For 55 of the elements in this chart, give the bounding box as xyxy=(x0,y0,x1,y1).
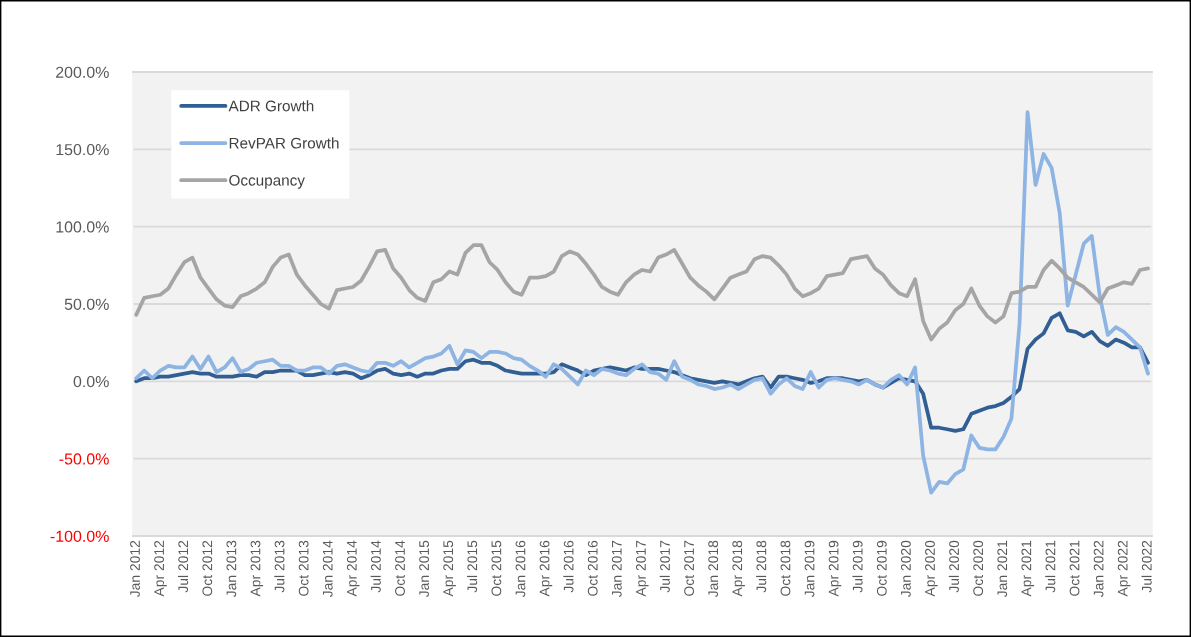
x-tick-label: Jul 2015 xyxy=(467,540,478,593)
x-tick-label: Jul 2012 xyxy=(177,540,189,593)
x-tick-label: Apr 2014 xyxy=(346,540,360,597)
x-tick-label: Jan 2022 xyxy=(1093,540,1104,598)
y-tick-label: 0.0% xyxy=(73,375,109,388)
x-tick-label: Jan 2021 xyxy=(997,540,1008,598)
x-tick-label: Apr 2021 xyxy=(1021,540,1035,597)
line-series xyxy=(134,243,1150,342)
y-tick-label: 150.0% xyxy=(56,143,109,156)
x-tick-label: Jul 2020 xyxy=(948,540,959,593)
x-tick-label: Apr 2019 xyxy=(828,540,842,597)
x-tick-label: Jan 2016 xyxy=(515,540,526,598)
y-tick-label: -100.0% xyxy=(50,530,109,542)
line-series xyxy=(134,110,1150,495)
y-tick-label: 100.0% xyxy=(56,221,109,233)
x-tick-label: Jan 2015 xyxy=(419,540,430,598)
x-tick-label: Apr 2018 xyxy=(732,540,745,597)
x-tick-label: Jan 2013 xyxy=(226,540,237,598)
x-tick-label: Apr 2022 xyxy=(1117,540,1131,597)
x-tick-label: Jul 2017 xyxy=(659,540,670,593)
x-tick-label: Oct 2017 xyxy=(684,540,695,596)
x-tick-label: Apr 2012 xyxy=(154,540,167,597)
x-tick-label: Oct 2013 xyxy=(298,540,309,596)
x-tick-label: Oct 2019 xyxy=(876,540,887,596)
x-tick-label: Jul 2019 xyxy=(852,540,863,593)
x-tick-label: Jan 2017 xyxy=(611,540,622,598)
legend-label: ADR Growth xyxy=(228,100,314,112)
legend-label: Occupancy xyxy=(229,174,305,189)
x-tick-label: Jan 2020 xyxy=(900,540,911,598)
y-tick-label: -50.0% xyxy=(59,453,109,465)
x-tick-label: Oct 2015 xyxy=(491,540,502,596)
x-tick-label: Oct 2016 xyxy=(587,540,598,596)
x-tick-label: Apr 2020 xyxy=(925,540,938,597)
legend-label: RevPAR Growth xyxy=(229,137,339,149)
x-tick-label: Oct 2020 xyxy=(973,540,984,596)
x-tick-label: Jan 2019 xyxy=(804,540,815,598)
x-tick-label: Apr 2015 xyxy=(443,540,456,597)
x-tick-label: Oct 2021 xyxy=(1069,540,1080,596)
x-tick-label: Jan 2014 xyxy=(322,540,333,598)
x-tick-label: Jul 2013 xyxy=(274,540,285,593)
x-tick-label: Jul 2021 xyxy=(1045,540,1056,593)
x-tick-label: Oct 2012 xyxy=(202,540,213,596)
x-tick-label: Jan 2012 xyxy=(130,540,140,598)
x-tick-label: Oct 2018 xyxy=(780,540,791,596)
x-tick-label: Jan 2018 xyxy=(708,540,719,598)
x-tick-label: Apr 2017 xyxy=(635,540,649,597)
x-tick-label: Jul 2018 xyxy=(756,540,767,593)
x-tick-label: Apr 2016 xyxy=(539,540,553,597)
x-tick-label: Jul 2014 xyxy=(370,540,381,593)
x-tick-label: Apr 2013 xyxy=(250,540,264,597)
y-tick-label: 50.0% xyxy=(64,298,109,310)
x-tick-label: Jul 2022 xyxy=(1141,540,1152,593)
x-tick-label: Oct 2014 xyxy=(395,540,405,596)
y-tick-label: 200.0% xyxy=(56,66,109,78)
x-tick-label: Jul 2016 xyxy=(563,540,574,593)
